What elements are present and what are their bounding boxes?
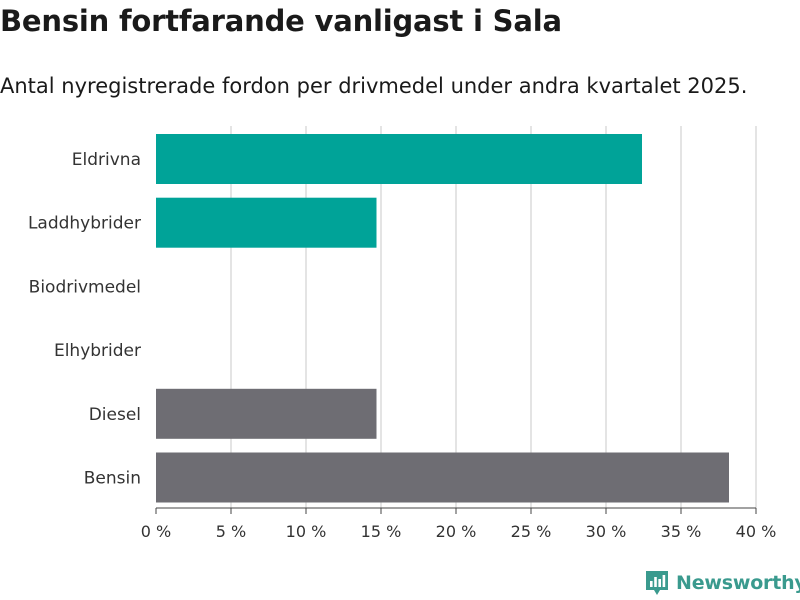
bar — [156, 388, 377, 439]
x-tick-label: 35 % — [661, 522, 702, 541]
chart-title: Bensin fortfarande vanligast i Sala — [0, 4, 562, 38]
brand-name: Newsworthy — [676, 572, 800, 594]
category-label: Laddhybrider — [28, 214, 141, 234]
x-tick-label: 40 % — [736, 522, 777, 541]
bars — [156, 134, 729, 503]
x-tick-label: 20 % — [436, 522, 477, 541]
chart-subtitle: Antal nyregistrerade fordon per drivmede… — [0, 74, 748, 98]
category-label: Biodrivmedel — [29, 277, 141, 297]
bar — [156, 452, 729, 503]
x-tick-label: 10 % — [286, 522, 327, 541]
category-label: Diesel — [89, 405, 141, 425]
category-label: Elhybrider — [54, 341, 141, 361]
bar — [156, 134, 642, 184]
category-label: Eldrivna — [72, 150, 141, 170]
x-axis: 0 % 5 % 10 % 15 % 20 % 25 % 30 % 35 % 40 % — [141, 507, 777, 541]
grid-lines — [230, 126, 757, 508]
x-tick-label: 0 % — [141, 522, 171, 541]
x-tick-label: 25 % — [511, 522, 552, 541]
x-tick-label: 5 % — [216, 522, 246, 541]
category-label: Bensin — [84, 469, 141, 489]
bar-chart-logo-icon — [646, 571, 668, 595]
x-tick-label: 30 % — [586, 522, 627, 541]
x-tick-label: 15 % — [361, 522, 402, 541]
category-labels: Eldrivna Laddhybrider Biodrivmedel Elhybrid… — [28, 150, 141, 489]
bar — [156, 197, 377, 248]
newsworthy-logo: Newsworthy — [644, 569, 800, 597]
